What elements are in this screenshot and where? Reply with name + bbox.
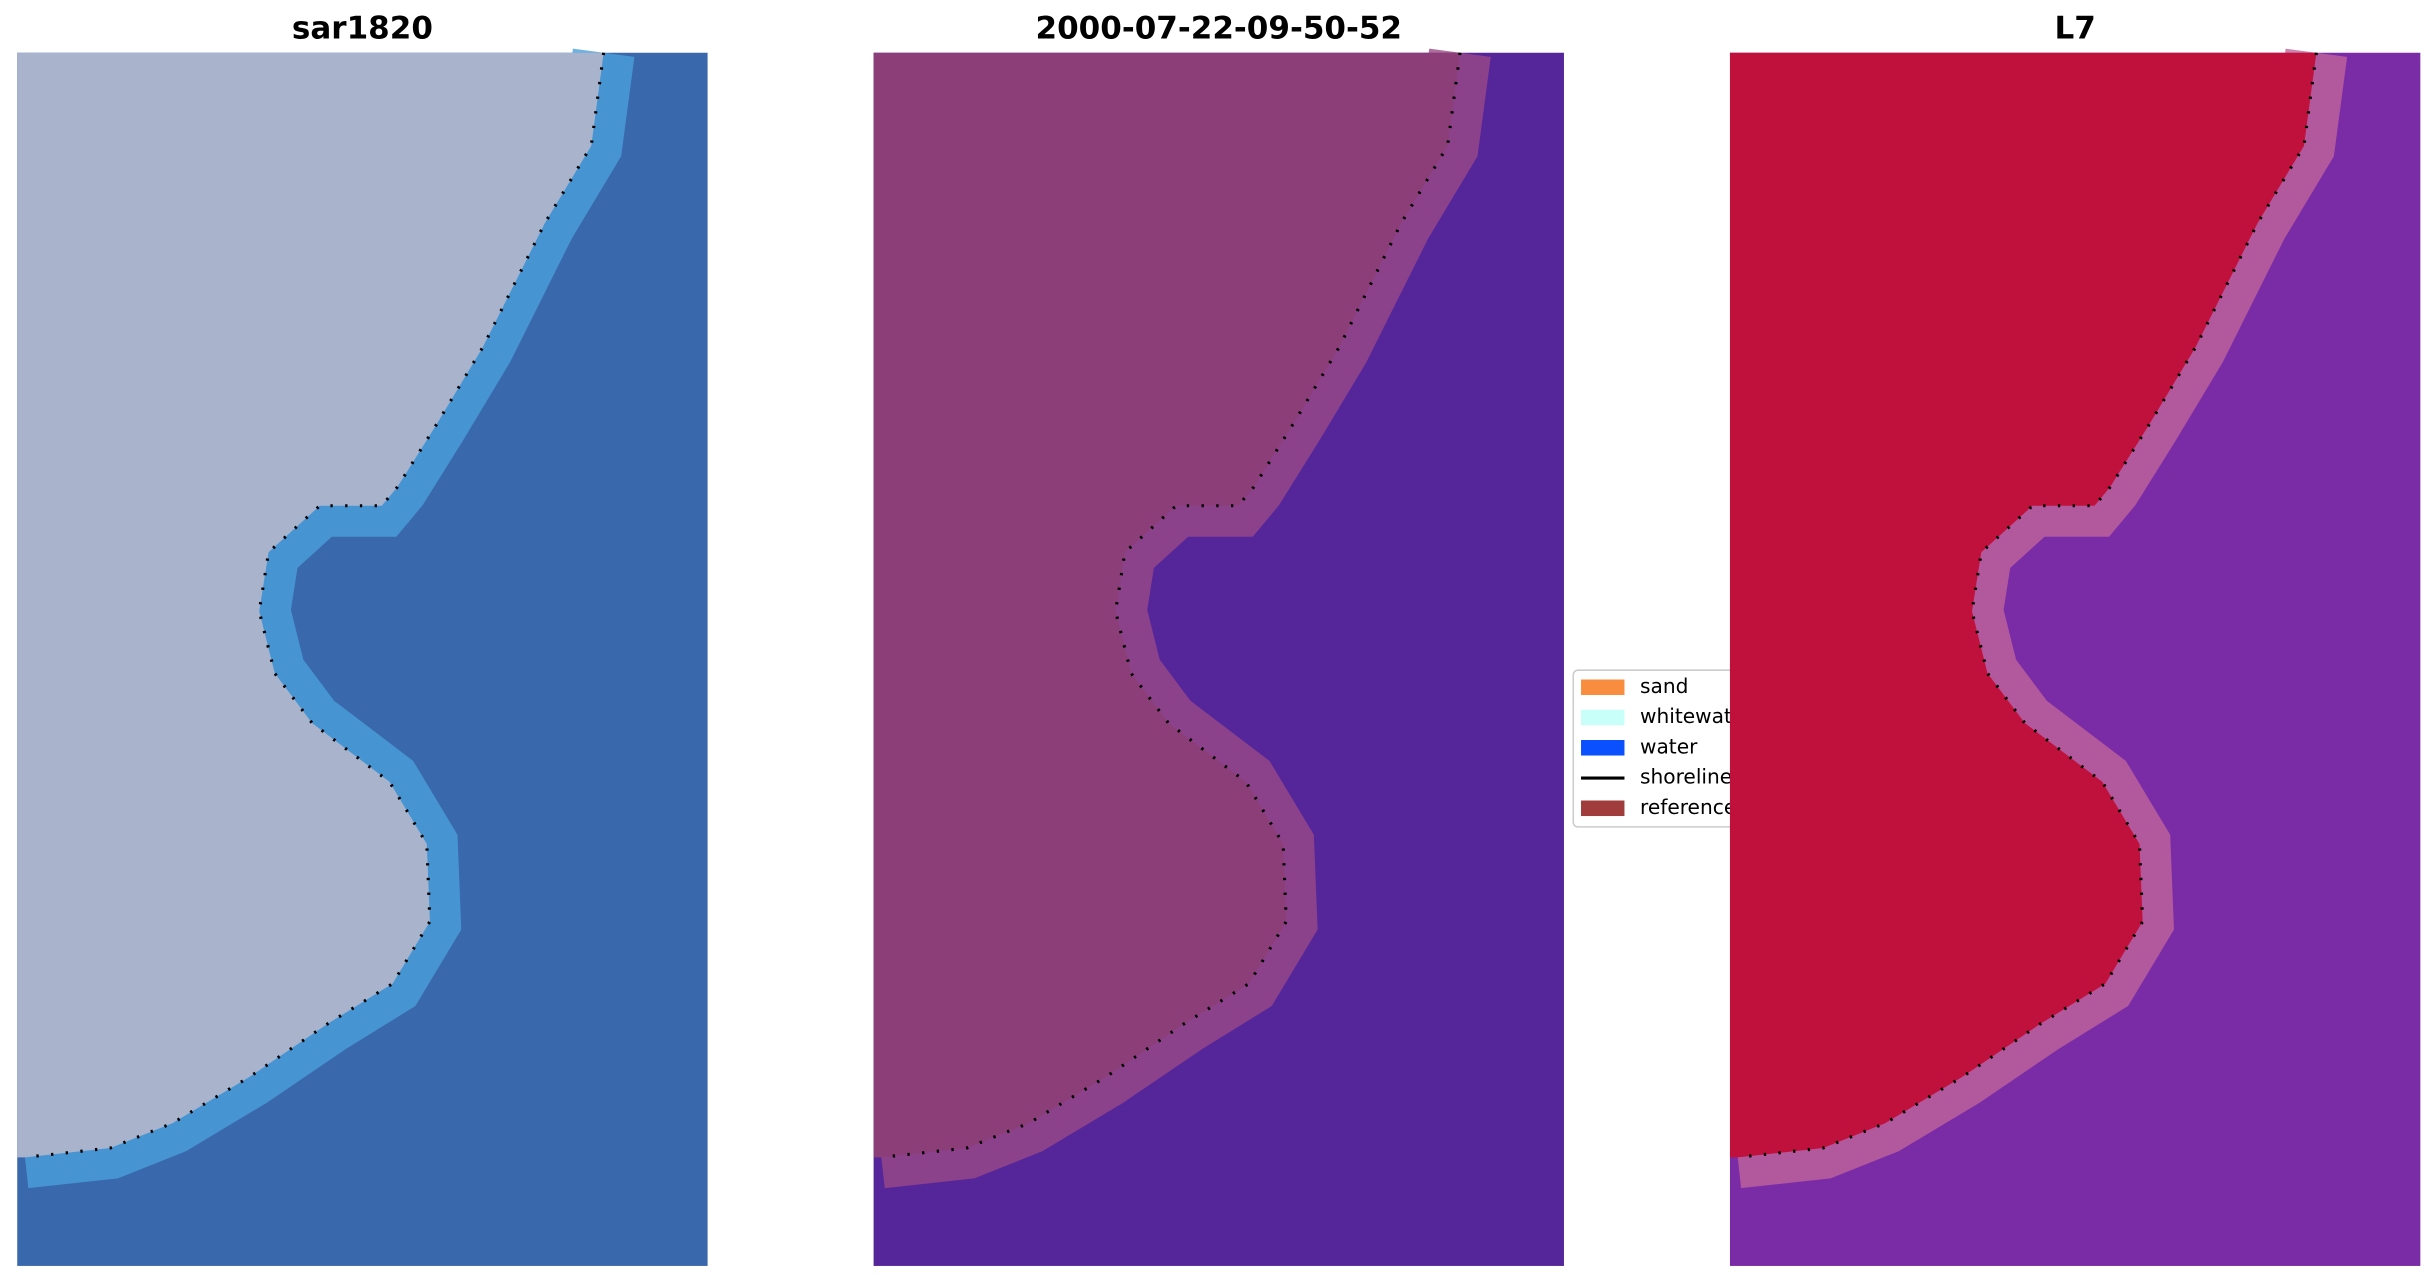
panel-image <box>873 48 1564 1266</box>
legend-swatch <box>1581 709 1625 726</box>
legend-swatch <box>1581 800 1625 817</box>
legend-label: water <box>1640 734 1698 758</box>
legend-swatch <box>1581 679 1625 696</box>
panel-title: sar1820 <box>292 10 433 46</box>
land-area <box>873 52 1461 1158</box>
shore-band <box>21 48 635 1189</box>
panel-image <box>1729 48 2421 1266</box>
panel-title: L7 <box>2054 10 2095 46</box>
land-area <box>1729 52 2317 1158</box>
legend-swatch <box>1581 740 1625 756</box>
legend-label: sand <box>1640 674 1688 698</box>
land-area <box>17 52 604 1158</box>
panel-image <box>17 48 708 1266</box>
legend-label: shoreline <box>1640 765 1732 789</box>
panel-title: 2000-07-22-09-50-52 <box>1036 10 1403 46</box>
